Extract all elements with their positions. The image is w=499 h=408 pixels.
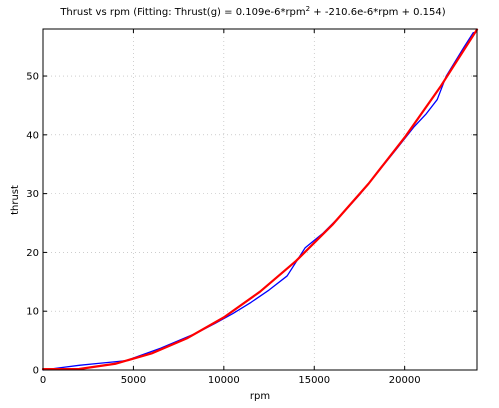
series-lines xyxy=(41,28,479,371)
x-tick-label: 0 xyxy=(40,375,46,386)
grid-lines xyxy=(43,29,477,370)
y-axis-label: thrust xyxy=(10,185,21,215)
x-tick-label: 5000 xyxy=(121,375,146,386)
y-tick-label: 0 xyxy=(33,366,39,377)
y-tick-label: 20 xyxy=(26,248,39,259)
title-suffix: + -210.6e-6*rpm + 0.154) xyxy=(310,7,446,18)
y-tick-label: 10 xyxy=(26,307,39,318)
x-tick-label: 20000 xyxy=(389,375,421,386)
plot-frame xyxy=(42,28,478,371)
chart-title: Thrust vs rpm (Fitting: Thrust(g) = 0.10… xyxy=(59,5,445,18)
fit-series-line xyxy=(41,28,479,371)
x-axis-label: rpm xyxy=(250,391,270,402)
title-superscript: 2 xyxy=(306,5,310,13)
y-tick-label: 50 xyxy=(26,72,39,83)
x-tick-label: 10000 xyxy=(208,375,240,386)
y-tick-label: 40 xyxy=(26,130,39,141)
axis-ticks: 0 5000 10000 15000 20000 0 10 20 30 40 50 xyxy=(26,29,477,386)
x-tick-label: 15000 xyxy=(298,375,330,386)
y-tick-label: 30 xyxy=(26,189,39,200)
